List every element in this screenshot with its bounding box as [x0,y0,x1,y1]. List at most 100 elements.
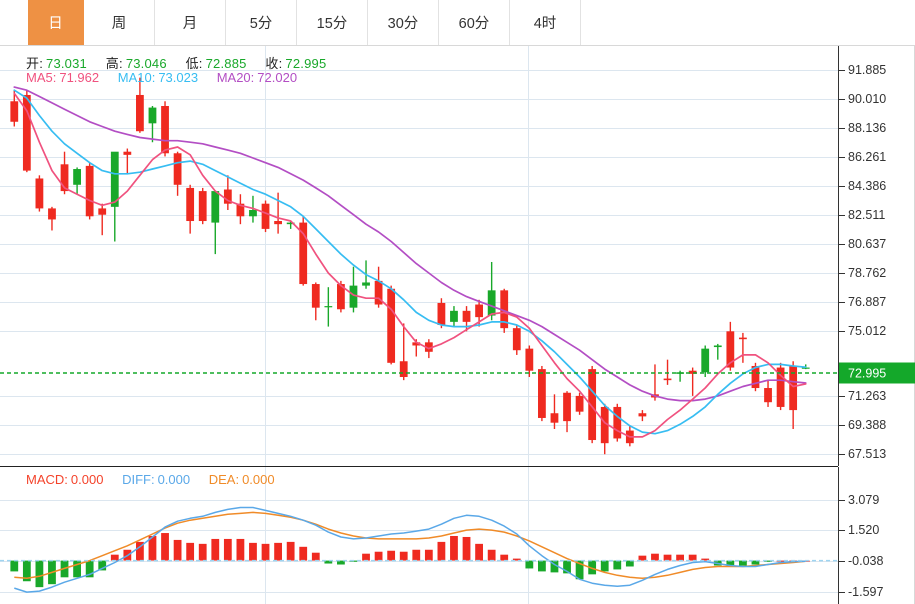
tab-tf3[interactable]: 5分 [226,0,297,45]
price-chart-svg [0,46,838,466]
macd-histogram-bar [110,554,119,561]
macd-chart-pane[interactable] [0,467,838,604]
macd-histogram-bar [261,543,270,561]
tab-label: 60分 [458,16,490,32]
macd-histogram-bar [462,536,471,561]
candle-body [701,348,710,373]
ma-line [13,86,807,402]
macd-histogram-bar [450,535,458,561]
macd-histogram-bar [186,542,195,561]
price-tick-mark [839,186,845,187]
tab-week[interactable]: 周 [84,0,155,45]
macd-histogram-bar [362,553,370,561]
candle-body [487,290,496,316]
macd-histogram-bar [85,560,94,578]
diff-label: DIFF: [122,472,155,487]
macd-histogram-bar [500,554,509,561]
macd-label: MACD: [26,472,68,487]
ma5-label: MA5: [26,70,57,85]
price-axis-label: 86.261 [848,150,887,164]
macd-histogram-bar [136,541,144,561]
current-price-tag: 72.995 [839,362,915,384]
macd-histogram-bar [286,541,295,561]
price-tick-mark [839,454,845,455]
price-tick-mark [839,157,845,158]
macd-histogram-bar [198,543,207,561]
candle-body [613,406,622,439]
macd-histogram-bar [676,554,684,561]
price-axis-label: 84.386 [848,179,887,193]
macd-tick-mark [839,530,845,531]
macd-histogram-bar [726,560,735,567]
candle-body [663,378,672,381]
ma-line [13,89,807,435]
tab-tf7[interactable]: 4时 [510,0,581,45]
candle-body [751,365,760,389]
macd-histogram-bar [701,558,710,561]
candle-body [337,284,345,310]
candle-body [387,288,396,363]
candle-body [123,151,132,155]
tab-label: 周 [111,16,127,32]
ma-line [13,92,807,438]
candle-body [10,101,19,122]
macd-histogram-bar [437,541,446,561]
macd-histogram-bar [173,539,182,561]
tab-label: 15分 [316,16,348,32]
tab-label: 月 [182,16,198,32]
timeframe-tab-bar[interactable]: 日 周 月 5分 15分 30分 60分 4时 [0,0,915,46]
candle-body [563,392,571,422]
tab-day[interactable]: 日 [28,0,84,45]
candle-body [550,413,559,423]
candle-body [173,153,182,185]
tab-tf4[interactable]: 15分 [297,0,368,45]
candle-body [688,370,697,374]
close-value: 72.995 [285,56,327,71]
price-axis-label: 90.010 [848,92,887,106]
ma20-label: MA20: [216,70,255,85]
macd-axis-label: -1.597 [848,585,884,599]
candle-body [739,337,747,340]
macd-histogram-bar [274,542,282,561]
macd-histogram-bar [223,538,232,561]
ma5-value: 71.962 [59,70,100,85]
tab-tf5[interactable]: 30分 [368,0,439,45]
macd-histogram-bar [739,560,747,566]
macd-histogram-bar [651,553,659,561]
macd-line [14,506,806,593]
candle-body [374,280,383,305]
candle-body [48,208,56,220]
candle-body [73,169,81,185]
tab-tf6[interactable]: 60分 [439,0,510,45]
macd-histogram-bar [663,554,672,561]
price-axis-divider [838,46,839,466]
macd-histogram-bar [249,542,257,561]
close-label: 收: [265,56,283,71]
candle-body [22,94,31,171]
tab-month[interactable]: 月 [155,0,226,45]
macd-histogram-bar [613,560,622,570]
macd-histogram-bar [525,560,534,569]
candle-body [198,191,207,222]
low-value: 72.885 [205,56,247,71]
tab-label: 5分 [249,16,273,32]
price-tick-mark [839,215,845,216]
candle-body [462,310,471,322]
macd-histogram-bar [399,551,408,561]
macd-histogram-bar [412,549,421,561]
ma10-label: MA10: [117,70,156,85]
price-tick-mark [839,273,845,274]
candle-body [349,285,358,308]
price-chart-pane[interactable] [0,46,838,466]
macd-tick-mark [839,500,845,501]
candle-body [424,342,433,352]
macd-histogram-bar [751,560,760,565]
macd-histogram-bar [299,546,308,561]
high-value: 73.046 [125,56,167,71]
dea-value: 0.000 [242,472,275,487]
candle-body [776,367,785,407]
ma10-value: 73.023 [158,70,199,85]
candle-body [764,388,772,403]
candle-body [98,208,107,215]
